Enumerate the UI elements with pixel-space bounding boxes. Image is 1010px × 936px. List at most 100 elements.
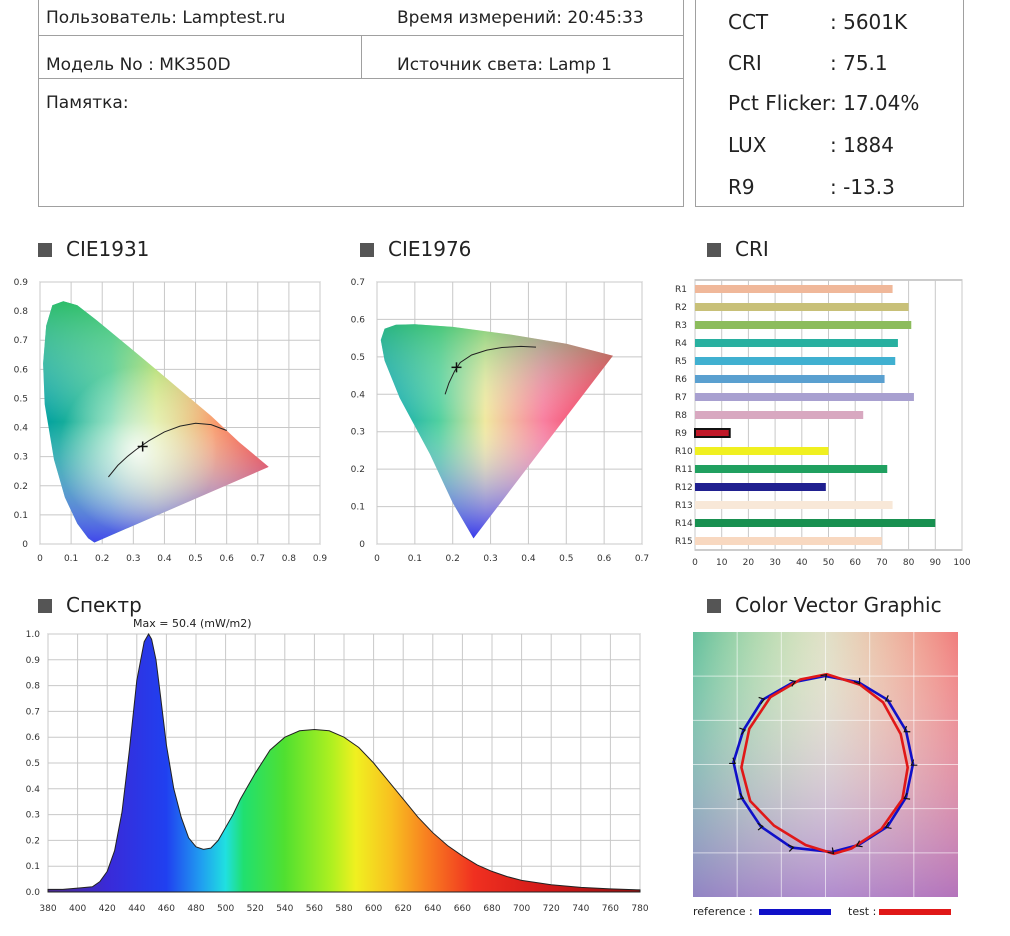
y-tick-label: 0: [359, 540, 365, 550]
cri-category-label: R15: [675, 537, 693, 547]
cie1976-chart: 0 0.1 0.2 0.3 0.4 0.5 0.6 0.7 0 0.1 0.2 0.3 0.4 0.5 0.…: [351, 278, 649, 564]
cri-bar-r14: [695, 519, 936, 527]
cri-category-label: R8: [675, 411, 687, 421]
cri-x-tick-label: 100: [953, 558, 970, 568]
cri-x-tick-label: 0: [692, 558, 698, 568]
x-tick-label: 0.2: [95, 554, 109, 564]
x-tick-label: 0.5: [188, 554, 202, 564]
x-tick-label: 0.4: [521, 554, 536, 564]
spectrum-x-tick-label: 680: [483, 904, 500, 914]
stat-r9-value: : -13.3: [830, 175, 895, 199]
stat-lux-value: : 1884: [830, 133, 894, 157]
cri-bar-r10: [695, 447, 829, 455]
spectrum-x-tick-label: 500: [217, 904, 234, 914]
spectrum-y-tick-label: 0.7: [26, 707, 40, 717]
cri-bar-r7: [695, 393, 914, 401]
color-vector-chart: [693, 632, 958, 897]
cri-bar-r9: [694, 428, 731, 438]
vector-arrow-icon: [729, 757, 737, 765]
spectrum-y-tick-label: 0.8: [26, 682, 41, 692]
spectrum-title: Спектр: [38, 593, 142, 617]
y-tick-label: 0.6: [14, 365, 29, 375]
cri-category-label: R10: [675, 447, 693, 457]
cri-category-label: R5: [675, 357, 687, 367]
spectrum-x-tick-label: 580: [335, 904, 352, 914]
cri-bar-r1: [695, 285, 893, 293]
spectrum-x-tick-label: 640: [424, 904, 441, 914]
spectrum-x-tick-label: 740: [572, 904, 589, 914]
y-tick-label: 0.3: [351, 428, 365, 438]
cie1976-gamut: [380, 324, 613, 539]
spectrum-x-tick-label: 540: [276, 904, 293, 914]
spectrum-y-tick-label: 0.0: [26, 888, 41, 898]
y-tick-label: 0.8: [14, 307, 29, 317]
y-tick-label: 0.4: [351, 390, 366, 400]
y-tick-label: 0.2: [14, 482, 28, 492]
spectrum-y-tick-label: 0.9: [26, 656, 41, 666]
spectrum-x-tick-label: 620: [395, 904, 412, 914]
spectrum-max-annotation: Max = 50.4 (mW/m2): [133, 617, 252, 630]
x-tick-label: 0.9: [313, 554, 328, 564]
cri-category-label: R3: [675, 321, 687, 331]
x-tick-label: 0.4: [157, 554, 172, 564]
user-label: Пользователь: Lamptest.ru: [46, 8, 286, 28]
spectrum-area: [47, 632, 641, 893]
cie1976-title: CIE1976: [360, 237, 471, 261]
spectrum-y-tick-label: 0.3: [26, 811, 40, 821]
bullet-square-icon: [707, 599, 721, 613]
vector-arrow-icon: [910, 759, 918, 766]
cri-category-label: R2: [675, 303, 687, 313]
cri-category-label: R9: [675, 429, 687, 439]
cri-category-label: R13: [675, 501, 693, 511]
cri-x-tick-label: 10: [716, 558, 728, 568]
x-tick-label: 0.7: [251, 554, 265, 564]
cie1931-gamut: [43, 301, 269, 543]
cri-bar-r6: [695, 375, 885, 383]
y-tick-label: 0.7: [351, 278, 365, 288]
cri-category-label: R4: [675, 339, 687, 349]
time-label: Время измерений: 20:45:33: [397, 8, 644, 28]
y-tick-label: 0.4: [14, 424, 29, 434]
spectrum-x-tick-label: 460: [158, 904, 175, 914]
memo-label: Памятка:: [46, 93, 129, 113]
vector-grid: [693, 632, 958, 897]
cri-x-tick-label: 40: [796, 558, 808, 568]
x-tick-label: 0.8: [282, 554, 297, 564]
x-tick-label: 0.3: [483, 554, 497, 564]
vector-arrow-icon: [787, 844, 795, 852]
x-tick-label: 0: [37, 554, 43, 564]
bullet-square-icon: [38, 599, 52, 613]
cri-bar-r5: [695, 357, 896, 365]
cri-category-label: R12: [675, 483, 693, 493]
cri-x-tick-label: 60: [849, 558, 861, 568]
info-box: Пользователь: Lamptest.ru Время измерени…: [38, 0, 684, 207]
y-tick-label: 0.1: [14, 511, 28, 521]
cri-category-label: R14: [675, 519, 693, 529]
stat-r9-label: R9: [728, 175, 755, 199]
spectrum-chart: Max = 50.4 (mW/m2) 380 400 420 440 460 480 500 5…: [26, 617, 649, 914]
cri-bar-r13: [695, 501, 893, 509]
spectrum-x-tick-label: 400: [69, 904, 86, 914]
spectrum-x-tick-label: 600: [365, 904, 382, 914]
legend-reference-swatch: [759, 909, 831, 915]
bullet-square-icon: [360, 243, 374, 257]
cie1976-planckian-locus: [444, 345, 537, 395]
cri-bar-r15: [695, 537, 882, 545]
vector-arrow-icon: [737, 792, 745, 801]
spectrum-x-tick-label: 380: [39, 904, 56, 914]
spectrum-y-tick-label: 0.5: [26, 759, 40, 769]
x-tick-label: 0: [374, 554, 380, 564]
x-tick-label: 0.5: [559, 554, 573, 564]
y-tick-label: 0: [22, 540, 28, 550]
cri-category-label: R11: [675, 465, 693, 475]
cie1976-ticks: 0 0.1 0.2 0.3 0.4 0.5 0.6 0.7 0 0.1 0.2 0.3 0.4 0.5 0.…: [351, 278, 649, 564]
cri-chart: 0 10 20 30 40 50 60 70 80 90 100 R1 R2 R3 R4 R5 R6 R7 R8 R9…: [675, 279, 971, 568]
y-tick-label: 0.6: [351, 315, 366, 325]
cie1976-chromaticity-point: [451, 362, 462, 373]
info-vdivider: [361, 35, 362, 78]
stat-cct-value: : 5601K: [830, 10, 908, 34]
spectrum-x-tick-label: 440: [128, 904, 145, 914]
stat-cct-label: CCT: [728, 10, 769, 34]
bullet-square-icon: [38, 243, 52, 257]
source-label: Источник света: Lamp 1: [397, 55, 612, 75]
